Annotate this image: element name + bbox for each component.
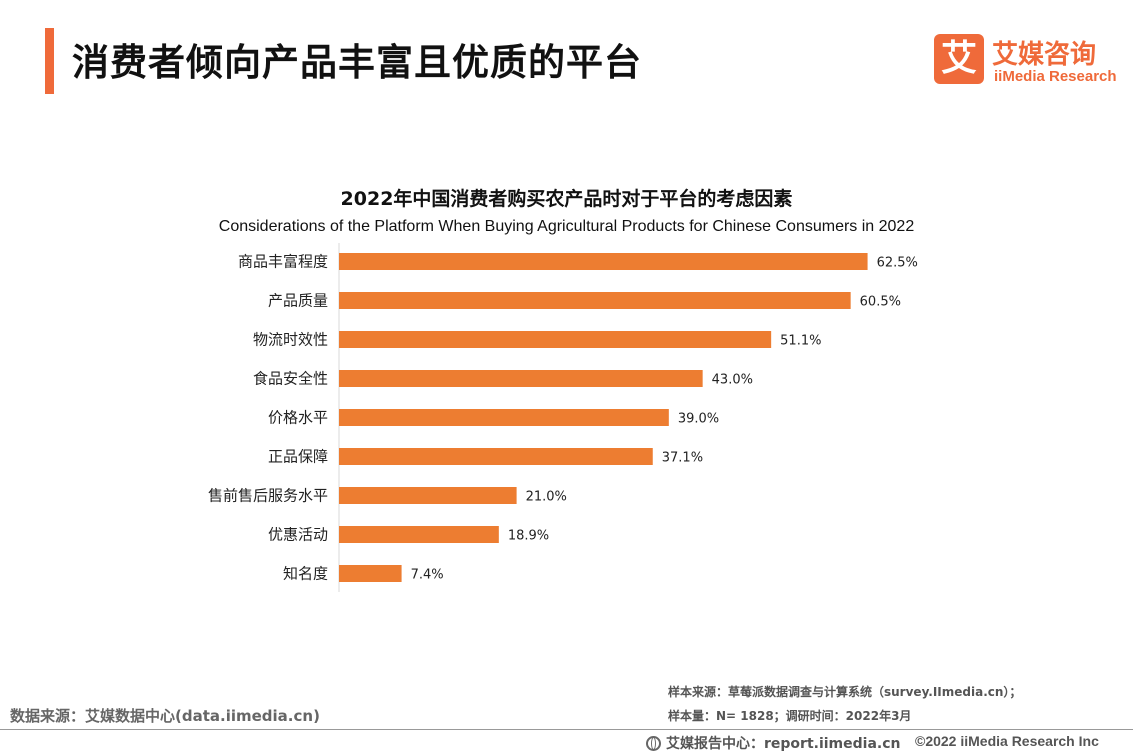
report-center: 艾媒报告中心：report.iimedia.cn bbox=[646, 733, 901, 753]
bar bbox=[339, 409, 669, 426]
bar bbox=[339, 526, 499, 543]
value-label: 21.0% bbox=[526, 490, 567, 505]
report-center-text: 艾媒报告中心：report.iimedia.cn bbox=[666, 736, 901, 752]
value-label: 62.5% bbox=[877, 256, 918, 271]
value-label: 39.0% bbox=[678, 412, 719, 427]
chart-subtitle: Considerations of the Platform When Buyi… bbox=[218, 218, 915, 235]
bar bbox=[339, 565, 402, 582]
chart-title: 2022年中国消费者购买农产品时对于平台的考虑因素 bbox=[340, 188, 793, 210]
category-label: 知名度 bbox=[283, 565, 328, 583]
value-label: 60.5% bbox=[860, 295, 901, 310]
category-label: 正品保障 bbox=[268, 448, 328, 466]
logo-en-text: iiMedia Research bbox=[994, 68, 1117, 85]
footer-divider bbox=[0, 729, 1133, 730]
bar bbox=[339, 448, 653, 465]
iimedia-logo: 艾 艾媒咨询 iiMedia Research bbox=[934, 34, 1117, 88]
category-label: 物流时效性 bbox=[253, 331, 328, 349]
page-title: 消费者倾向产品丰富且优质的平台 bbox=[72, 41, 642, 84]
category-label: 产品质量 bbox=[268, 292, 328, 310]
category-label: 商品丰富程度 bbox=[238, 253, 328, 271]
category-label: 价格水平 bbox=[268, 409, 328, 427]
title-accent-bar bbox=[45, 28, 54, 94]
bar bbox=[339, 487, 517, 504]
data-source: 数据来源：艾媒数据中心(data.iimedia.cn) bbox=[10, 707, 320, 725]
bar bbox=[339, 292, 851, 309]
category-label: 食品安全性 bbox=[253, 370, 328, 388]
bar bbox=[339, 370, 703, 387]
category-label: 售前售后服务水平 bbox=[208, 487, 328, 505]
globe-icon bbox=[646, 736, 661, 751]
value-label: 7.4% bbox=[411, 568, 444, 583]
bar bbox=[339, 253, 868, 270]
value-label: 37.1% bbox=[662, 451, 703, 466]
logo-cn-text: 艾媒咨询 bbox=[992, 40, 1097, 70]
sample-source: 样本来源：草莓派数据调查与计算系统（survey.IImedia.cn）； bbox=[668, 685, 1022, 699]
value-label: 51.1% bbox=[780, 334, 821, 349]
logo-mark: 艾 bbox=[934, 34, 984, 84]
value-label: 43.0% bbox=[712, 373, 753, 388]
copyright: ©2022 iiMedia Research Inc bbox=[915, 733, 1099, 749]
bar bbox=[339, 331, 772, 348]
category-label: 优惠活动 bbox=[268, 526, 328, 544]
sample-size: 样本量：N= 1828；调研时间：2022年3月 bbox=[668, 709, 912, 723]
value-label: 18.9% bbox=[508, 529, 549, 544]
